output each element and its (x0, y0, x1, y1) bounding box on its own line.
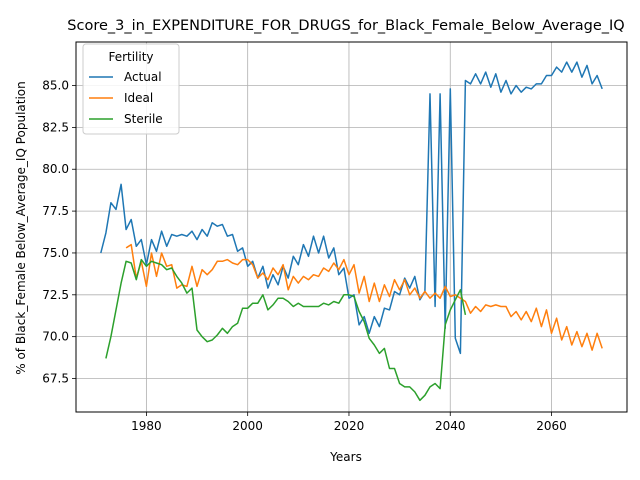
series-line-ideal (125, 243, 603, 351)
y-tick-label: 72.5 (42, 288, 69, 302)
legend-title: Fertility (108, 50, 153, 64)
x-tick-label: 2020 (334, 419, 365, 433)
legend-label: Sterile (124, 112, 163, 126)
series-line-actual (100, 61, 603, 355)
y-axis-title: % of Black_Female Below_Average_IQ Popul… (14, 81, 28, 375)
legend-label: Ideal (124, 91, 153, 105)
x-tick-label: 2000 (232, 419, 263, 433)
axis-ticks: 1980 2000 2020 2040 2060 67.5 70.0 72.5 75.0 77.5… (42, 79, 567, 433)
y-tick-label: 67.5 (42, 372, 69, 386)
y-tick-label: 85.0 (42, 79, 69, 93)
legend: Fertility Actual Ideal Sterile (82, 43, 180, 135)
x-tick-label: 2040 (435, 419, 466, 433)
y-tick-label: 70.0 (42, 330, 69, 344)
chart-title: Score_3_in_EXPENDITURE_FOR_DRUGS_for_Bla… (67, 18, 624, 34)
plot-frame (75, 41, 628, 413)
y-tick-label: 82.5 (42, 120, 69, 134)
x-tick-label: 1980 (131, 419, 162, 433)
grid-lines (76, 42, 627, 412)
y-tick-label: 77.5 (42, 204, 69, 218)
series-line-sterile (105, 258, 467, 402)
series-lines (100, 61, 603, 402)
x-axis-title: Years (329, 450, 362, 464)
y-tick-label: 75.0 (42, 246, 69, 260)
legend-box (82, 43, 180, 135)
y-tick-label: 80.0 (42, 162, 69, 176)
legend-label: Actual (124, 70, 162, 84)
legend-entries: Actual Ideal Sterile (89, 70, 163, 126)
x-tick-label: 2060 (536, 419, 567, 433)
